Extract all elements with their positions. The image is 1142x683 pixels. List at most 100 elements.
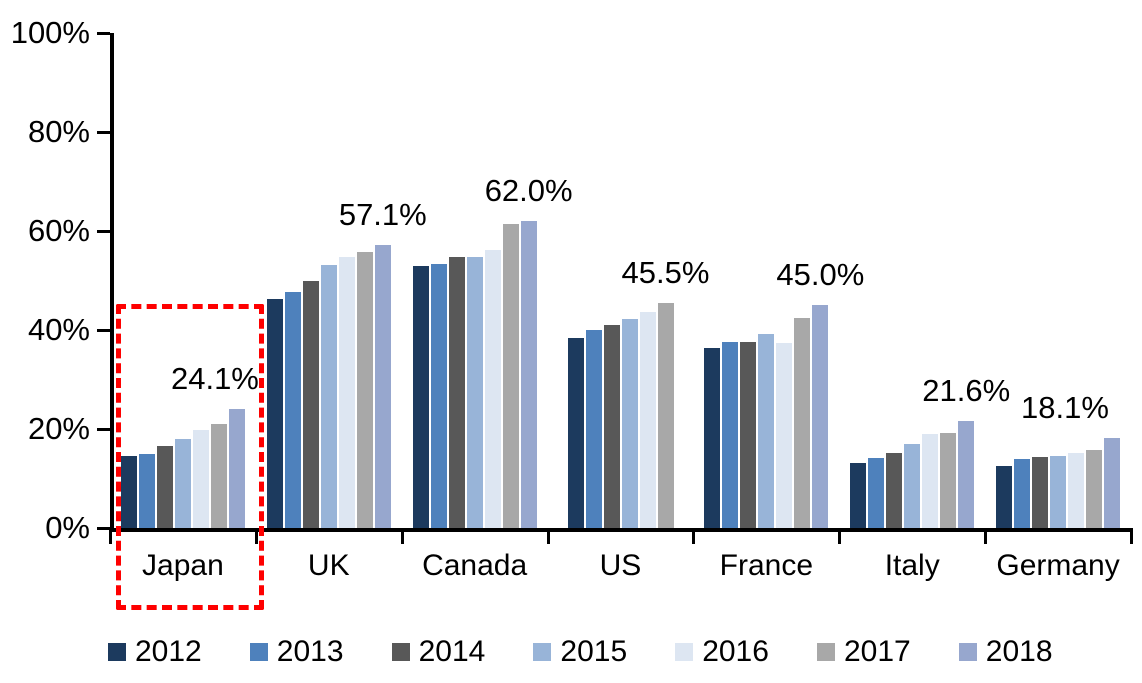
bar-japan-2014 [156, 445, 173, 528]
category-label-italy: Italy [884, 549, 940, 582]
legend-label-2016: 2016 [702, 635, 769, 668]
y-axis-tick-label: 40% [27, 312, 90, 347]
category-label-canada: Canada [422, 549, 528, 582]
bar-germany-2017 [1086, 449, 1103, 528]
category-label-uk: UK [307, 549, 350, 582]
bar-canada-2017 [502, 223, 519, 528]
data-label-canada: 62.0% [484, 173, 573, 209]
bar-uk-2018 [374, 245, 391, 528]
bar-italy-2016 [922, 434, 939, 528]
category-label-us: US [599, 549, 642, 582]
y-tick [97, 428, 110, 431]
bar-japan-2018 [228, 408, 245, 528]
bar-canada-2013 [430, 264, 447, 528]
x-axis [110, 528, 1131, 532]
bar-france-2013 [722, 341, 739, 528]
bar-us-2013 [585, 329, 602, 528]
legend-item-2017: 2017 [817, 636, 911, 668]
bar-germany-2014 [1032, 457, 1049, 528]
bar-us-2017 [657, 302, 674, 528]
y-axis-tick-label: 60% [27, 213, 90, 248]
bar-italy-2017 [940, 433, 957, 528]
y-tick [97, 131, 110, 134]
bar-france-2015 [758, 333, 775, 528]
bar-japan-2012 [120, 455, 137, 528]
bar-japan-2016 [192, 429, 209, 528]
bar-germany-2018 [1104, 438, 1121, 528]
x-tick [546, 528, 550, 544]
x-tick [254, 528, 258, 544]
bar-france-2014 [740, 341, 757, 528]
y-axis [110, 33, 114, 532]
bar-france-2016 [776, 342, 793, 528]
legend-item-2012: 2012 [108, 636, 202, 668]
category-label-japan: Japan [142, 549, 224, 582]
legend-swatch-2014 [391, 643, 410, 661]
bar-us-2016 [639, 311, 656, 528]
x-tick [692, 528, 696, 544]
bar-uk-2014 [302, 281, 319, 528]
bar-uk-2013 [284, 291, 301, 528]
data-label-germany: 18.1% [1021, 390, 1109, 426]
legend-item-2018: 2018 [958, 635, 1053, 668]
y-tick [97, 329, 110, 332]
bar-canada-2012 [412, 265, 429, 528]
y-axis-tick-label: 100% [10, 15, 90, 50]
x-tick [838, 528, 842, 544]
bar-canada-2016 [484, 249, 501, 528]
x-tick [109, 528, 112, 544]
bar-italy-2015 [904, 444, 921, 528]
y-axis-tick-label: 80% [27, 114, 90, 149]
bar-france-2012 [704, 347, 721, 528]
bar-us-2015 [621, 319, 638, 528]
data-label-us: 45.5% [621, 254, 710, 290]
legend-item-2013: 2013 [249, 635, 344, 668]
bar-uk-2017 [356, 252, 373, 528]
y-tick [97, 32, 110, 35]
category-label-france: France [719, 549, 814, 582]
bar-us-2014 [603, 324, 620, 528]
y-axis-tick-label: 0% [45, 510, 90, 545]
bar-germany-2015 [1050, 455, 1067, 528]
legend-item-2015: 2015 [533, 636, 627, 668]
category-label-germany: Germany [996, 549, 1120, 582]
legend-label-2015: 2015 [560, 635, 628, 668]
legend-swatch-2017 [817, 643, 835, 661]
y-tick [97, 527, 110, 530]
legend-swatch-2018 [958, 643, 977, 661]
legend-swatch-2015 [533, 643, 552, 661]
legend-swatch-2012 [108, 643, 126, 661]
bar-japan-2015 [174, 439, 191, 528]
bar-germany-2012 [996, 466, 1013, 528]
legend-swatch-2016 [675, 643, 694, 661]
legend-swatch-2013 [249, 643, 268, 661]
bar-japan-2017 [210, 424, 227, 528]
bar-us-2012 [567, 337, 584, 528]
bar-canada-2015 [466, 257, 483, 528]
x-tick [400, 528, 404, 544]
y-tick [97, 230, 110, 233]
legend-label-2012: 2012 [135, 635, 202, 668]
bar-italy-2012 [850, 462, 867, 528]
bar-canada-2014 [448, 256, 465, 528]
legend-item-2016: 2016 [675, 636, 769, 668]
bar-italy-2014 [886, 452, 903, 528]
bar-italy-2018 [958, 421, 975, 528]
highlight-box-japan [116, 304, 264, 610]
legend-label-2014: 2014 [418, 635, 486, 668]
bar-uk-2012 [266, 299, 283, 528]
bar-italy-2013 [868, 458, 885, 528]
legend-label-2018: 2018 [985, 635, 1053, 668]
data-label-uk: 57.1% [338, 197, 427, 233]
data-label-japan: 24.1% [170, 360, 259, 396]
x-tick [984, 528, 988, 544]
bar-france-2018 [812, 305, 829, 528]
legend-item-2014: 2014 [391, 635, 486, 668]
bar-uk-2015 [320, 265, 337, 528]
bar-germany-2016 [1068, 452, 1085, 528]
data-label-italy: 21.6% [922, 373, 1011, 409]
legend-label-2013: 2013 [276, 635, 344, 668]
bar-uk-2016 [338, 256, 355, 528]
y-axis-tick-label: 20% [27, 411, 90, 446]
